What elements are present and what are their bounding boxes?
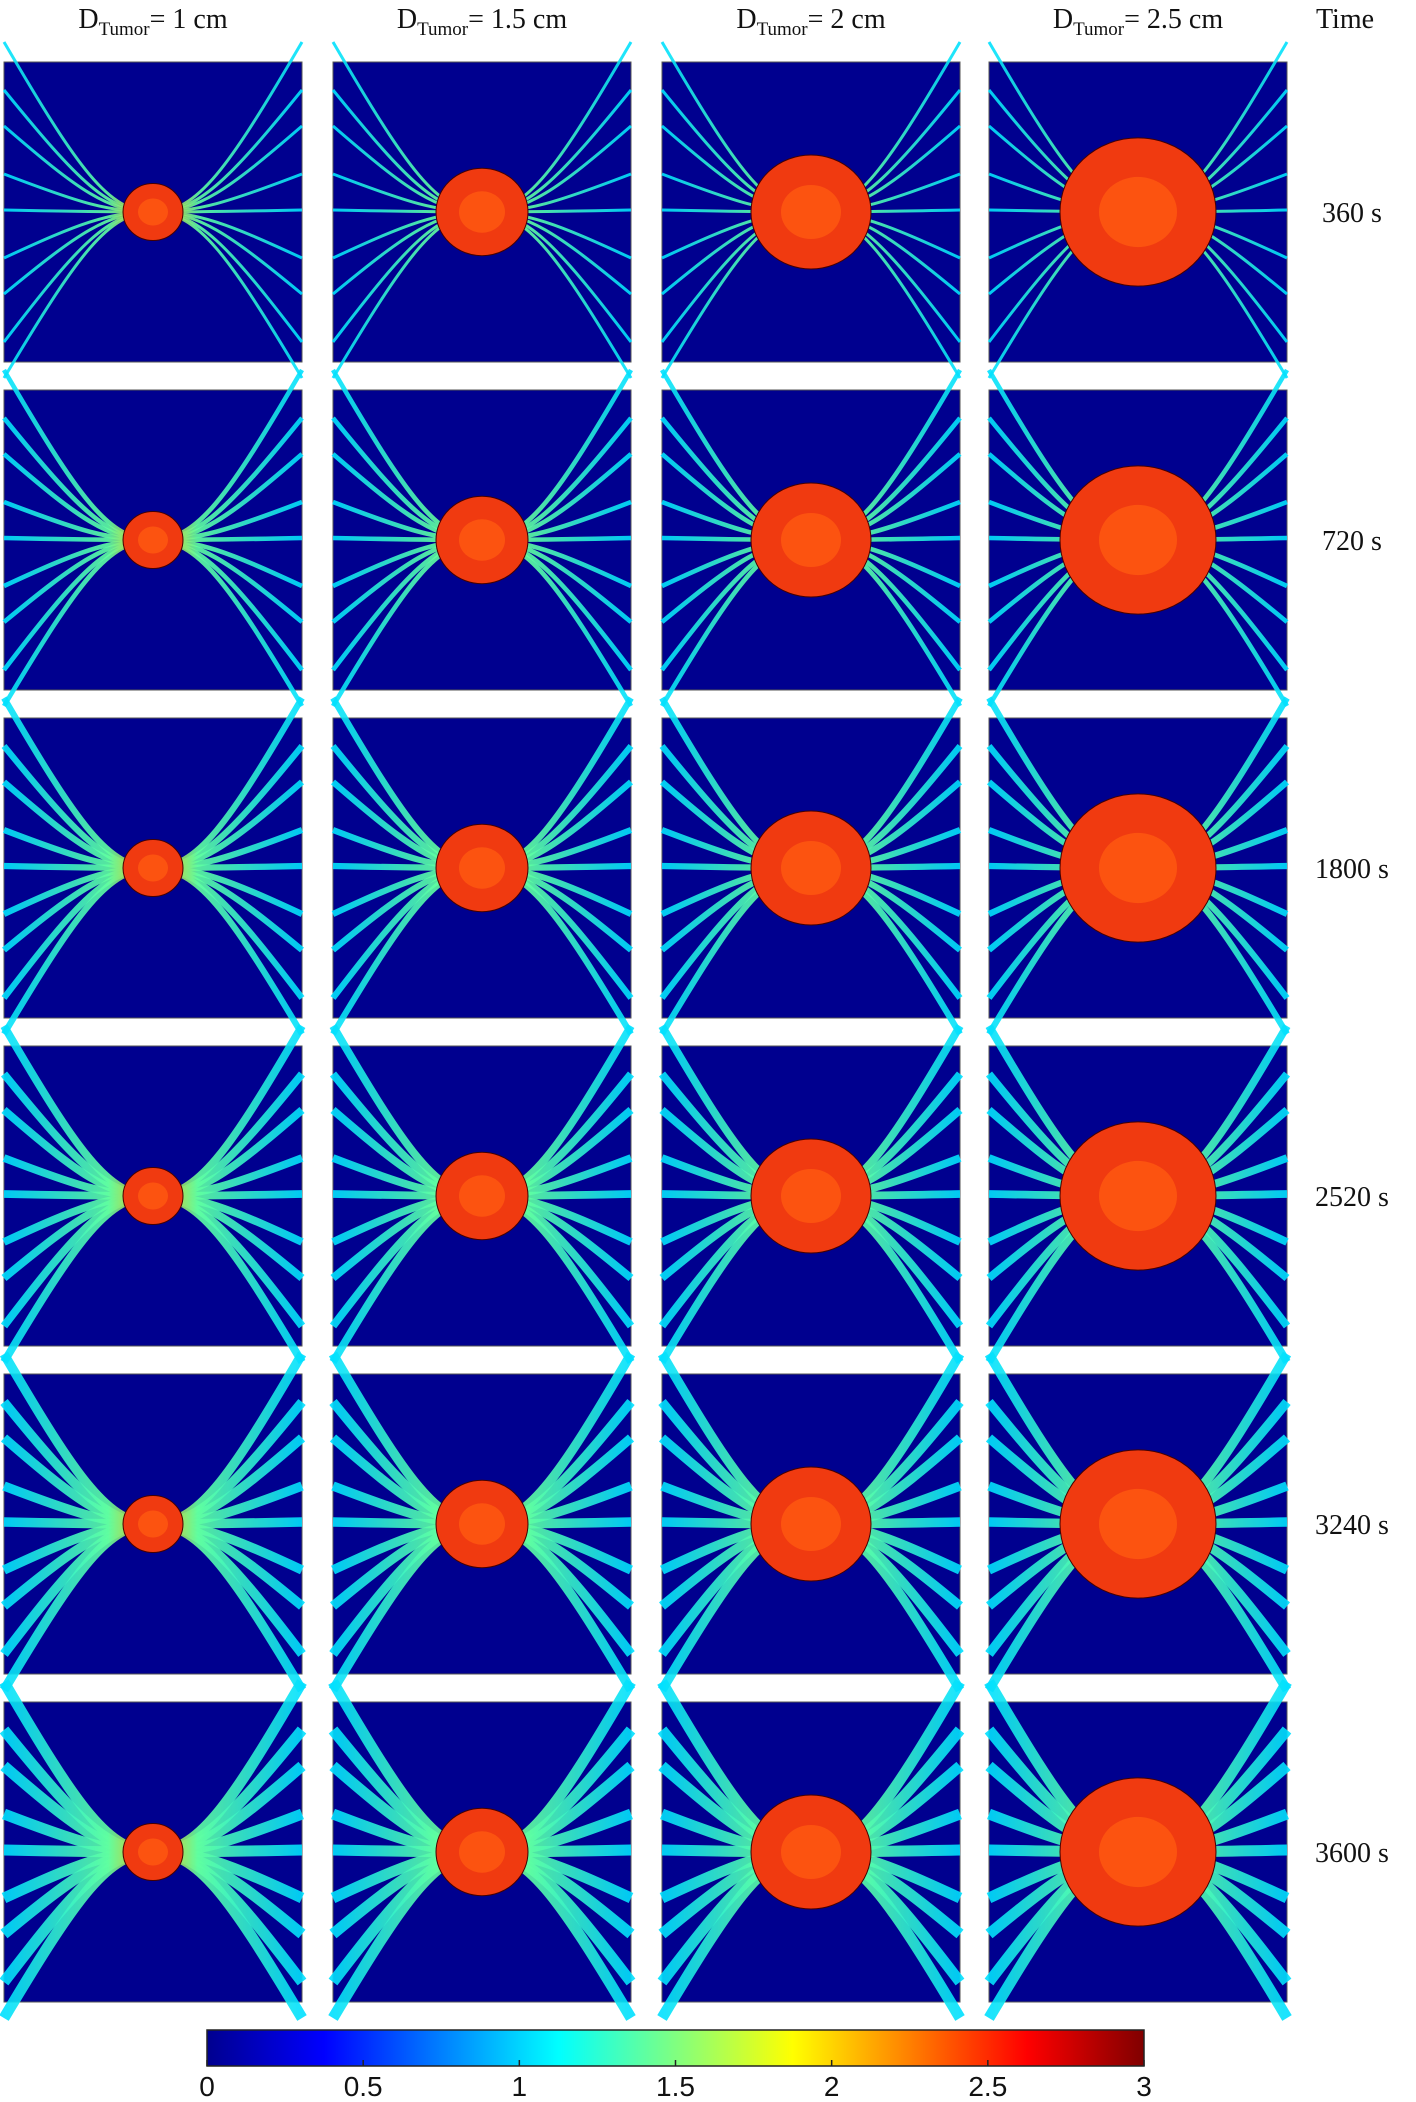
simulation-panel	[1, 696, 305, 1036]
tumor-core	[459, 1503, 505, 1545]
simulation-panel	[984, 1351, 1292, 1693]
header-text: = 2 cm	[808, 4, 886, 35]
simulation-panel	[984, 1679, 1292, 2021]
header-symbol: D	[1053, 4, 1073, 35]
simulation-panel	[2, 368, 304, 708]
header-subscript: Tumor	[417, 19, 469, 40]
row-label: 1800 s	[1315, 854, 1389, 885]
simulation-panel	[328, 1679, 636, 2021]
header-subscript: Tumor	[757, 19, 809, 40]
tumor-core	[781, 1825, 841, 1879]
header-symbol: D	[78, 4, 98, 35]
column-header: DTumor= 2.5 cm	[1053, 4, 1224, 40]
column-header: DTumor= 1 cm	[78, 4, 228, 40]
header-subscript: Tumor	[1073, 19, 1125, 40]
tumor-core	[138, 526, 168, 554]
tumor-core	[781, 841, 841, 895]
simulation-panel	[659, 696, 963, 1036]
simulation-panel	[657, 1679, 965, 2021]
tumor-core	[1099, 1160, 1177, 1232]
row-label: 360 s	[1322, 198, 1382, 229]
row-label: 720 s	[1322, 526, 1382, 557]
tumor-core	[459, 1831, 505, 1873]
colorbar-tick-label: 2.5	[968, 2071, 1007, 2102]
simulation-panel	[331, 368, 633, 708]
tumor-core	[138, 1838, 168, 1866]
simulation-panel	[657, 1351, 965, 1693]
tumor-core	[1099, 832, 1177, 904]
row-label: 2520 s	[1315, 1182, 1389, 1213]
header-text: = 1.5 cm	[468, 4, 567, 35]
colorbar-tick-label: 3	[1136, 2071, 1152, 2102]
tumor-core	[781, 185, 841, 239]
column-header: DTumor= 2 cm	[736, 4, 886, 40]
tumor-core	[781, 513, 841, 567]
tumor-core	[781, 1169, 841, 1223]
simulation-panel	[986, 696, 1290, 1036]
tumor-core	[138, 854, 168, 882]
tumor-core	[138, 1182, 168, 1210]
colorbar-tick-label: 0.5	[344, 2071, 383, 2102]
tumor-core	[138, 1510, 168, 1538]
simulation-panel	[660, 368, 962, 708]
header-symbol: D	[397, 4, 417, 35]
simulation-panel	[330, 696, 634, 1036]
colorbar-tick-label: 0	[199, 2071, 215, 2102]
simulation-panel	[660, 41, 962, 379]
simulation-panel	[329, 1024, 635, 1365]
tumor-core	[1099, 176, 1177, 248]
row-header: Time	[1316, 4, 1374, 35]
header-subscript: Tumor	[99, 19, 151, 40]
colorbar-tick-label: 1	[512, 2071, 528, 2102]
tumor-core	[459, 191, 505, 233]
tumor-core	[781, 1497, 841, 1551]
colorbar-tick-label: 1.5	[656, 2071, 695, 2102]
simulation-panel	[2, 41, 304, 379]
simulation-panel	[0, 1024, 306, 1365]
row-label: 3240 s	[1315, 1510, 1389, 1541]
column-header: DTumor= 1.5 cm	[397, 4, 568, 40]
simulation-panel	[331, 41, 633, 379]
tumor-core	[459, 519, 505, 561]
tumor-core	[138, 198, 168, 226]
header-text: = 1 cm	[150, 4, 228, 35]
header-symbol: D	[736, 4, 756, 35]
simulation-panel	[987, 41, 1289, 379]
simulation-panel	[658, 1024, 964, 1365]
tumor-core	[459, 1175, 505, 1217]
header-text: = 2.5 cm	[1124, 4, 1223, 35]
simulation-panel	[987, 368, 1289, 708]
tumor-core	[1099, 1816, 1177, 1888]
simulation-panel	[328, 1351, 636, 1693]
simulation-panel	[985, 1024, 1291, 1365]
tumor-core	[459, 847, 505, 889]
tumor-core	[1099, 504, 1177, 576]
simulation-panel	[0, 1679, 307, 2021]
row-label: 3600 s	[1315, 1838, 1389, 1869]
simulation-panel	[0, 1351, 307, 1693]
colorbar-tick-label: 2	[824, 2071, 840, 2102]
tumor-core	[1099, 1488, 1177, 1560]
